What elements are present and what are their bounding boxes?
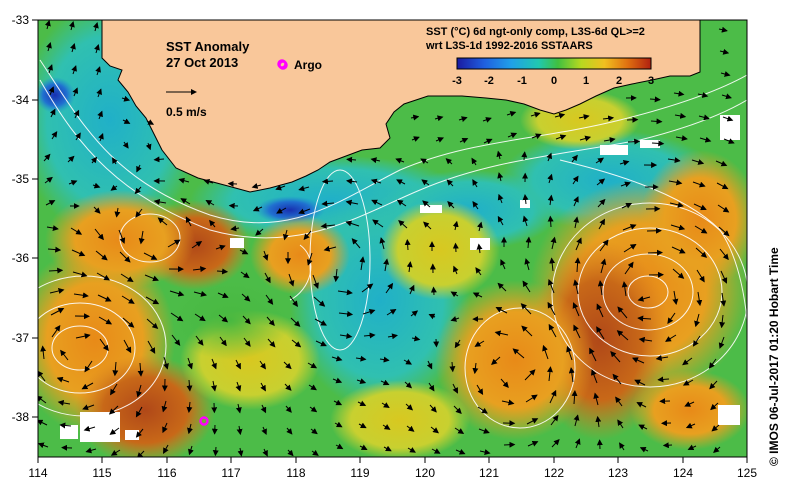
current-vector-arrow bbox=[49, 270, 62, 271]
x-tick-label: 114 bbox=[28, 466, 47, 480]
current-vector-arrow bbox=[407, 240, 408, 250]
colorbar-tick-label: 1 bbox=[583, 75, 589, 87]
x-tick-label: 119 bbox=[350, 466, 369, 480]
colorbar-tick-label: -3 bbox=[452, 75, 462, 87]
x-tick-label: 123 bbox=[608, 466, 628, 480]
current-vector-arrow bbox=[434, 288, 435, 296]
map-title: SST Anomaly bbox=[166, 39, 250, 54]
map-date: 27 Oct 2013 bbox=[166, 55, 238, 70]
colorbar-tick-label: -1 bbox=[517, 75, 527, 87]
current-vector-arrow bbox=[648, 253, 662, 254]
current-vector-arrow bbox=[628, 141, 639, 142]
y-tick-label: -35 bbox=[12, 172, 30, 186]
x-tick-label: 120 bbox=[415, 466, 435, 480]
y-tick-label: -37 bbox=[12, 331, 30, 345]
current-vector-arrow bbox=[650, 99, 660, 100]
vector-scale-label: 0.5 m/s bbox=[166, 105, 207, 119]
x-tick-label: 117 bbox=[221, 466, 240, 480]
y-tick-label: -33 bbox=[12, 13, 30, 27]
colorbar-tick-label: 0 bbox=[551, 75, 557, 87]
current-vector-arrow bbox=[664, 445, 672, 446]
colorbar-tick-label: 2 bbox=[616, 75, 622, 87]
x-tick-label: 116 bbox=[157, 466, 176, 480]
current-vector-arrow bbox=[456, 244, 457, 252]
x-tick-label: 121 bbox=[479, 466, 499, 480]
y-tick-label: -34 bbox=[12, 93, 30, 107]
current-vector-arrow bbox=[436, 339, 437, 347]
imos-credit: © IMOS 06-Jul-2017 01:20 Hobart Time bbox=[767, 247, 781, 466]
x-tick-label: 124 bbox=[673, 466, 693, 480]
current-vector-arrow bbox=[323, 181, 333, 182]
colorbar-title-line2: wrt L3S-1d 1992-2016 SSTAARS bbox=[425, 40, 593, 52]
x-axis-labels: 114 115 116 117 118 119 120 121 122 123 … bbox=[28, 466, 757, 480]
y-axis-labels: -33 -34 -35 -36 -37 -38 bbox=[12, 13, 30, 424]
y-tick-label: -36 bbox=[12, 251, 30, 265]
x-tick-label: 122 bbox=[544, 466, 564, 480]
current-vector-arrow bbox=[215, 447, 216, 455]
x-tick-label: 118 bbox=[286, 466, 305, 480]
y-tick-label: -38 bbox=[12, 410, 30, 424]
argo-legend-label: Argo bbox=[294, 58, 322, 72]
colorbar-tick-label: 3 bbox=[648, 75, 654, 87]
x-tick-label: 125 bbox=[737, 466, 757, 480]
current-vector-arrow bbox=[550, 217, 551, 227]
sst-field bbox=[2, 0, 760, 465]
current-vector-arrow bbox=[524, 152, 525, 160]
current-vector-arrow bbox=[652, 143, 663, 144]
current-vector-arrow bbox=[347, 159, 356, 160]
colorbar-title-line1: SST (°C) 6d ngt-only comp, L3S-6d QL>=2 bbox=[426, 26, 645, 38]
colorbar-tick-label: -2 bbox=[484, 75, 494, 87]
colorbar bbox=[457, 58, 651, 69]
x-tick-label: 115 bbox=[92, 466, 111, 480]
current-vector-arrow bbox=[651, 121, 662, 122]
current-vector-arrow bbox=[504, 445, 514, 446]
